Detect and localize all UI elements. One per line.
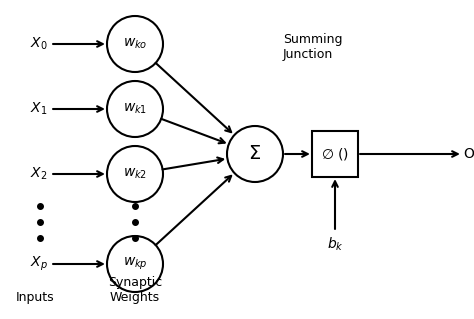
Text: Output: Output (463, 147, 474, 161)
Text: $X_1$: $X_1$ (30, 101, 47, 117)
Circle shape (107, 81, 163, 137)
Text: $X_p$: $X_p$ (30, 255, 48, 273)
Bar (312, 131, 358, 177)
Circle shape (107, 236, 163, 292)
Text: Inputs: Inputs (16, 291, 55, 304)
Text: $w_{k2}$: $w_{k2}$ (123, 167, 147, 181)
Text: $\Sigma$: $\Sigma$ (248, 145, 262, 164)
Text: $w_{kp}$: $w_{kp}$ (123, 256, 147, 272)
Circle shape (227, 126, 283, 182)
Text: $X_0$: $X_0$ (30, 36, 47, 52)
Text: Summing
Junction: Summing Junction (283, 33, 343, 61)
Text: Synaptic
Weights: Synaptic Weights (108, 276, 162, 304)
Text: $b_k$: $b_k$ (327, 236, 343, 253)
Text: $X_2$: $X_2$ (30, 166, 47, 182)
Text: $\emptyset$ (): $\emptyset$ () (321, 146, 349, 162)
Text: $w_{ko}$: $w_{ko}$ (123, 37, 147, 51)
Circle shape (107, 16, 163, 72)
Circle shape (107, 146, 163, 202)
Text: $w_{k1}$: $w_{k1}$ (123, 102, 147, 116)
